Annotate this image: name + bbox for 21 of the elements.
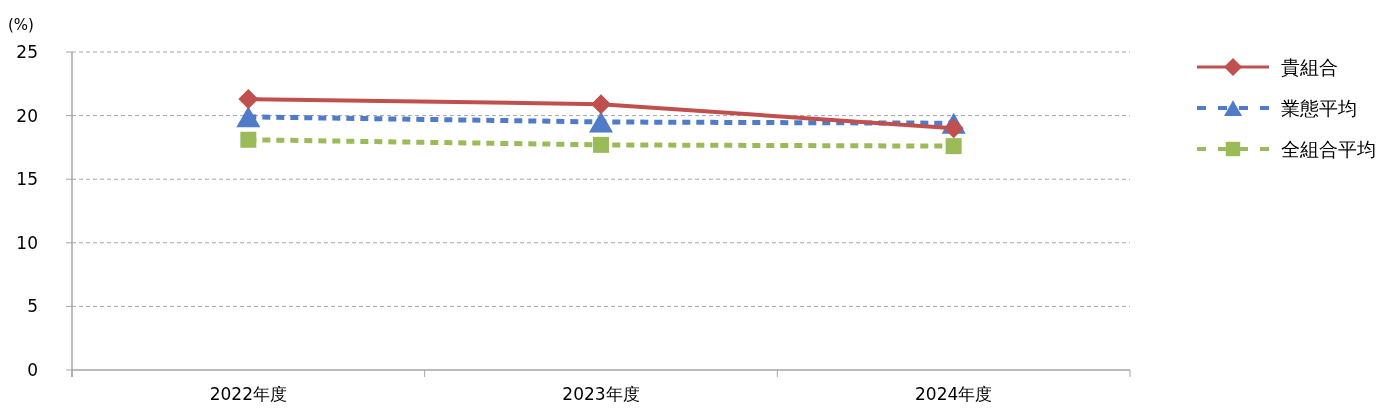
y-axis-title: (%) [8,16,34,34]
point [943,118,964,139]
point [236,106,261,128]
y-tick-label: 5 [27,296,38,317]
legend-label: 業態平均 [1281,97,1357,119]
y-tick-label: 0 [27,360,38,380]
y-tick-label: 25 [16,42,38,62]
x-tick-label: 2022年度 [209,384,287,404]
x-tick-label: 2024年度 [915,384,993,404]
point [589,111,613,133]
y-tick-label: 10 [16,232,38,253]
point [945,138,962,155]
legend-label: 全組合平均 [1281,138,1376,160]
point [593,136,609,153]
y-tick-label: 15 [16,169,38,190]
point [240,131,257,148]
point [591,94,611,115]
x-tick-label: 2023年度 [562,384,640,404]
y-tick-label: 20 [16,105,38,126]
legend-label: 貴組合 [1281,56,1338,78]
point [238,89,259,110]
